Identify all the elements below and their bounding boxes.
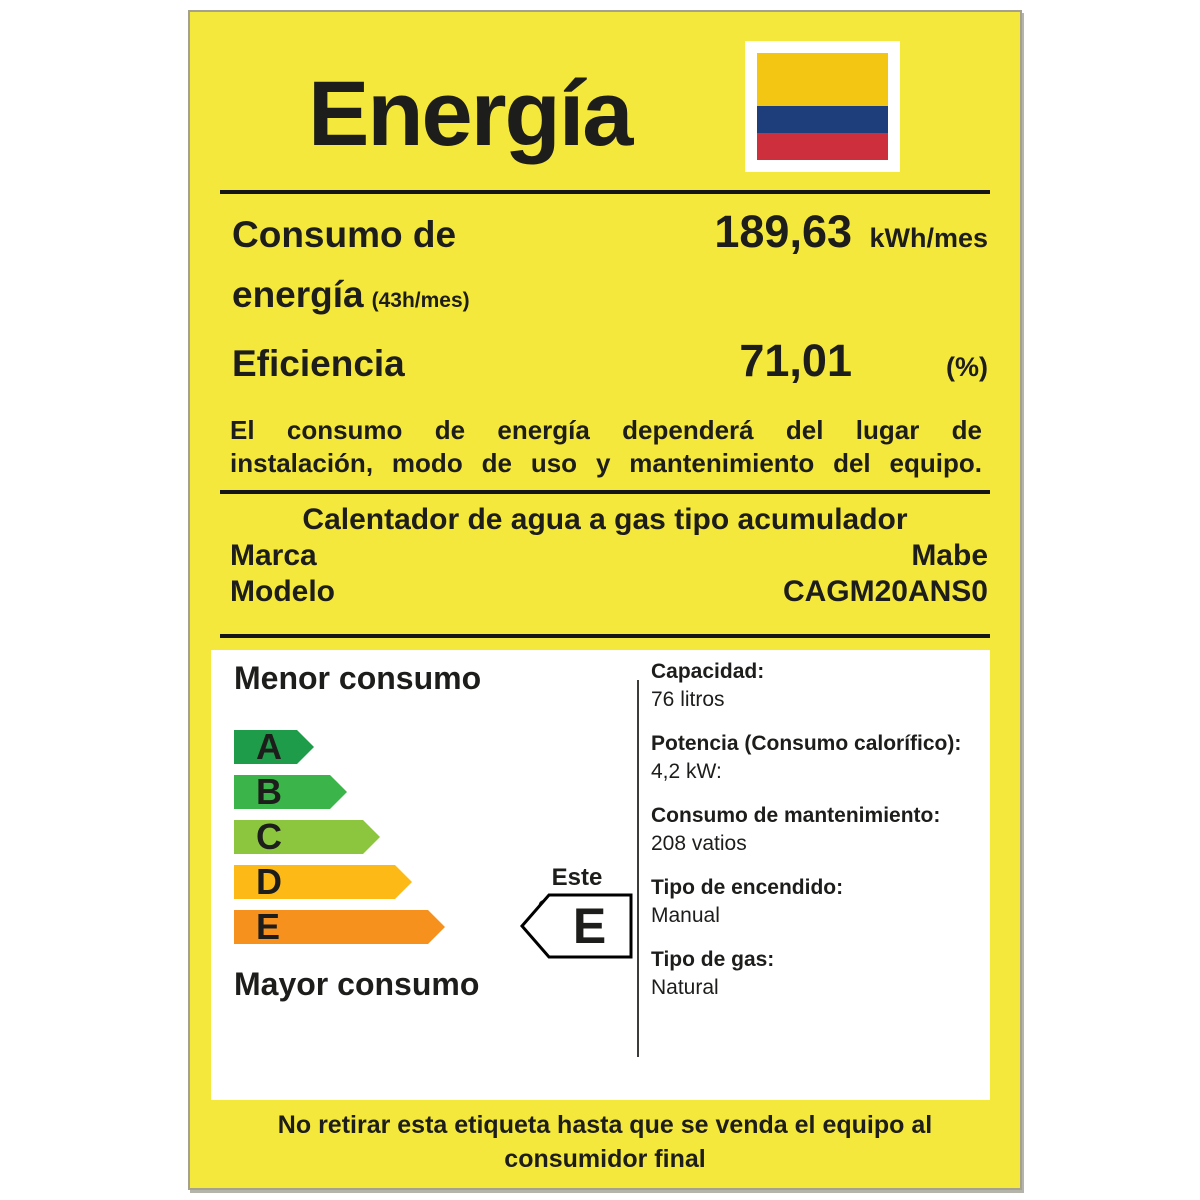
grade-letter-a: A <box>256 726 282 767</box>
efficiency-label-group: Eficiencia <box>232 338 405 398</box>
model-value: CAGM20ANS0 <box>782 575 988 608</box>
spec-value: 4,2 kW: <box>651 760 722 783</box>
spec-label: Tipo de encendido: <box>651 876 844 899</box>
efficiency-label: Eficiencia <box>232 343 405 384</box>
flag-stripe-yellow <box>757 53 888 106</box>
grade-letter-e: E <box>256 906 281 947</box>
efficiency-unit: (%) <box>946 352 988 382</box>
consumption-value: 189,63 <box>714 206 852 257</box>
model-label: Modelo <box>230 575 335 608</box>
spec-value: 208 vatios <box>651 832 747 855</box>
mayor-consumo-label: Mayor consumo <box>234 966 480 1002</box>
consumption-row: Consumo de energía (43h/mes) 189,63 kWh/m… <box>190 206 1020 329</box>
comparison-panel: Menor consumo A B C D E Mayor consumo Es… <box>211 650 990 1100</box>
disclaimer-text: El consumo de energía dependerá del luga… <box>230 414 982 480</box>
footer-line-1: No retirar esta etiqueta hasta que se ve… <box>277 1111 933 1139</box>
grade-arrow-d: D <box>234 865 412 899</box>
grade-arrow-e: E <box>234 910 445 944</box>
model-row: Modelo CAGM20ANS0 <box>190 574 1020 610</box>
brand-label: Marca <box>230 539 317 572</box>
divider-compare <box>220 634 990 638</box>
disclaimer-line-1: El consumo de energía dependerá del luga… <box>230 415 982 445</box>
energy-label: Energía Consumo de energía (43h/mes) 189,… <box>188 10 1022 1190</box>
colombia-flag-icon <box>745 41 900 172</box>
grade-letter-b: B <box>256 771 282 812</box>
brand-value: Mabe <box>911 539 988 572</box>
grade-arrow-b: B <box>234 775 347 809</box>
spec-encendido: Tipo de encendido: Manual <box>651 874 985 929</box>
spec-value: Manual <box>651 904 720 927</box>
flag-stripe-blue <box>757 106 888 133</box>
spec-potencia: Potencia (Consumo calorífico): 4,2 kW: <box>651 730 985 785</box>
spec-label: Consumo de mantenimiento: <box>651 804 941 827</box>
consumption-unit: kWh/mes <box>869 223 988 253</box>
consumption-label-group: Consumo de energía (43h/mes) <box>232 209 702 329</box>
spec-mantenimiento: Consumo de mantenimiento: 208 vatios <box>651 802 985 857</box>
specs-column: Capacidad: 76 litros Potencia (Consumo c… <box>651 658 985 1018</box>
efficiency-value: 71,01 <box>739 335 852 386</box>
efficiency-value-group: 71,01 (%) <box>702 335 988 393</box>
grade-letter-d: D <box>256 861 282 902</box>
spec-capacidad: Capacidad: 76 litros <box>651 658 985 713</box>
disclaimer-line-2: instalación, modo de uso y mantenimiento… <box>230 448 982 478</box>
spec-gas: Tipo de gas: Natural <box>651 946 985 1001</box>
divider-top <box>220 190 990 194</box>
consumption-label: Consumo de energía <box>232 214 457 315</box>
spec-label: Tipo de gas: <box>651 948 775 971</box>
grade-arrow-c: C <box>234 820 380 854</box>
este-equipo-grade: E <box>572 898 607 954</box>
brand-row: Marca Mabe <box>190 538 1020 574</box>
consumption-note: (43h/mes) <box>371 289 470 312</box>
efficiency-row: Eficiencia 71,01 (%) <box>190 335 1020 398</box>
este-equipo-arrow-icon: E <box>519 893 634 959</box>
product-category: Calentador de agua a gas tipo acumulador <box>302 503 908 536</box>
spec-label: Potencia (Consumo calorífico): <box>651 732 962 755</box>
flag-stripe-red <box>757 133 888 160</box>
divider-middle <box>220 490 990 494</box>
spec-value: 76 litros <box>651 688 725 711</box>
grade-letter-c: C <box>256 816 282 857</box>
menor-consumo-label: Menor consumo <box>234 660 482 696</box>
page-title: Energía <box>308 63 633 165</box>
spec-value: Natural <box>651 976 719 999</box>
vertical-divider <box>637 680 639 1057</box>
grade-arrow-a: A <box>234 730 314 764</box>
footer-line-2: consumidor final <box>504 1145 706 1173</box>
footer-warning: No retirar esta etiqueta hasta que se ve… <box>190 1108 1020 1176</box>
consumption-value-group: 189,63 kWh/mes <box>702 206 988 264</box>
spec-label: Capacidad: <box>651 660 765 683</box>
